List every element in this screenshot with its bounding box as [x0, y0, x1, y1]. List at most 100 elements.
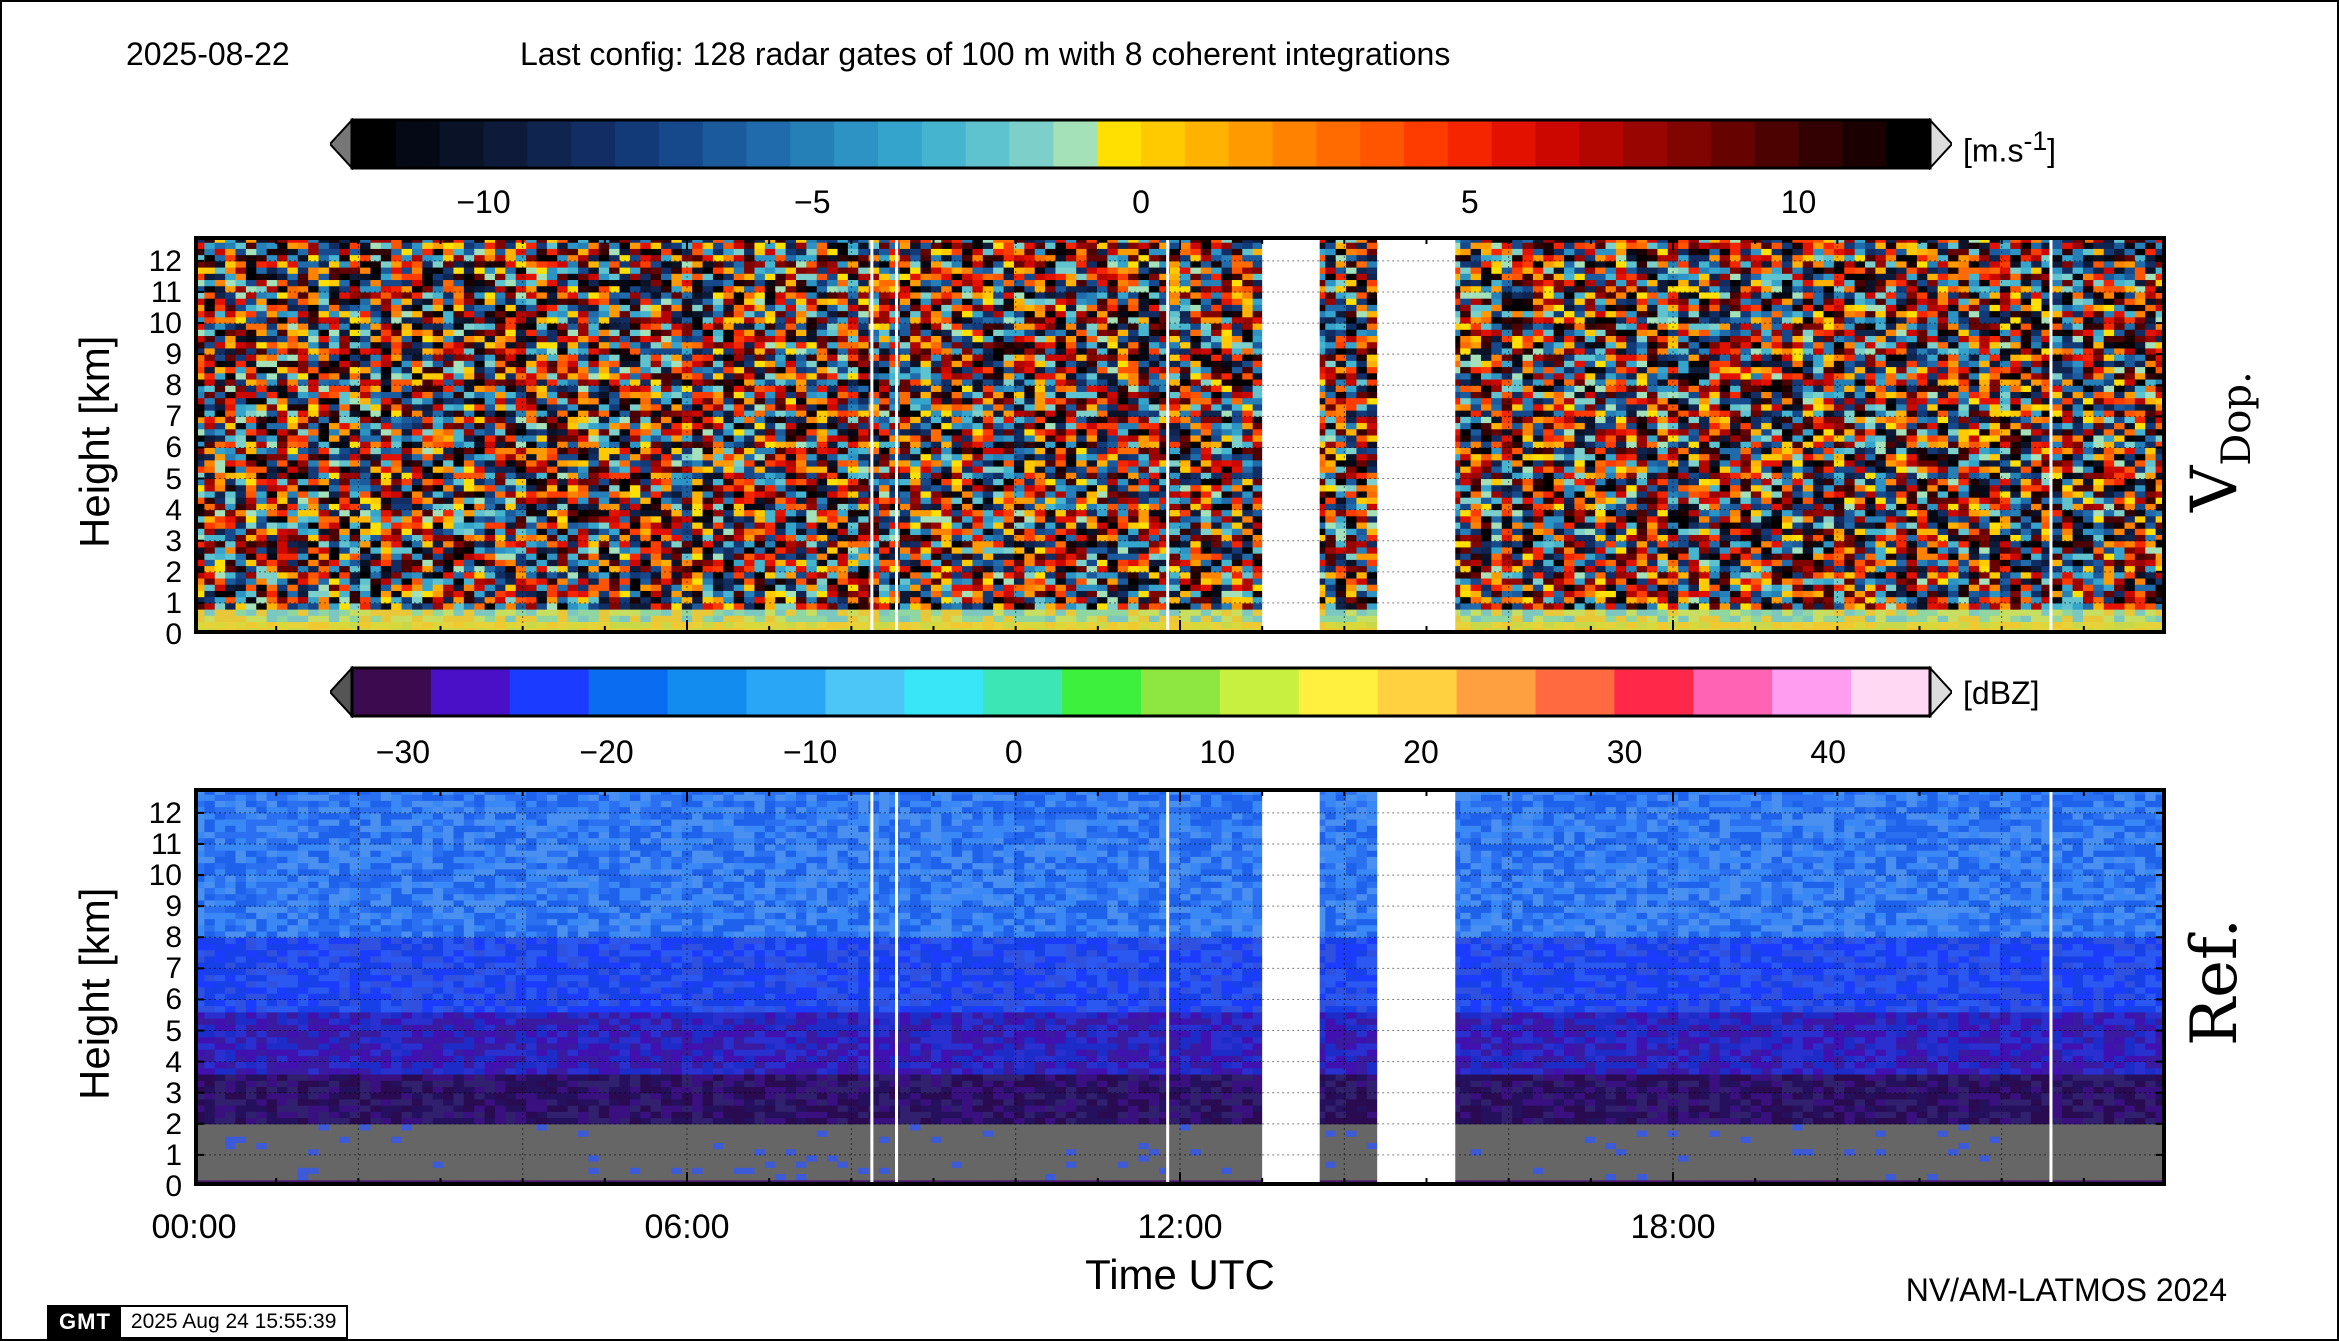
heatmap-cell [795, 248, 807, 256]
heatmap-cell [889, 435, 901, 442]
heatmap-cell [339, 366, 351, 374]
heatmap-cell [785, 372, 797, 380]
heatmap-cell [847, 379, 859, 386]
heatmap-cell [858, 304, 870, 312]
heatmap-cell [910, 441, 922, 448]
heatmap-cell [972, 609, 984, 616]
heatmap-cell [941, 410, 953, 417]
heatmap-cell [899, 366, 911, 374]
heatmap-cell [754, 596, 766, 604]
heatmap-cell [370, 497, 382, 504]
heatmap-cell [349, 459, 361, 467]
heatmap-cell [712, 602, 724, 610]
heatmap-cell [629, 546, 641, 554]
heatmap-cell [360, 435, 371, 442]
heatmap-cell [827, 503, 838, 511]
heatmap-cell [640, 534, 652, 542]
heatmap-cell [609, 341, 621, 349]
heatmap-cell [858, 497, 870, 504]
heatmap-cell [640, 397, 652, 405]
heatmap-cell [360, 385, 371, 392]
heatmap-cell [204, 304, 216, 312]
heatmap-cell [598, 403, 610, 411]
heatmap-cell [598, 248, 610, 256]
heatmap-cell [256, 298, 268, 305]
heatmap-cell [474, 540, 486, 548]
heatmap-cell [453, 360, 465, 368]
heatmap-cell [297, 254, 309, 262]
heatmap-cell [266, 484, 278, 492]
heatmap-cell [920, 422, 932, 430]
heatmap-cell [661, 248, 672, 256]
heatmap-cell [463, 435, 475, 442]
heatmap-cell [453, 379, 465, 386]
heatmap-cell [692, 590, 704, 598]
heatmap-cell [557, 341, 569, 349]
heatmap-cell [816, 528, 828, 535]
heatmap-cell [588, 379, 600, 386]
heatmap-cell [474, 385, 486, 392]
heatmap-cell [837, 571, 849, 579]
doppler-colorbar-swatch [1447, 120, 1493, 168]
heatmap-cell [349, 584, 361, 591]
heatmap-cell [650, 453, 662, 461]
heatmap-cell [411, 366, 423, 374]
heatmap-cell [868, 466, 880, 473]
heatmap-cell [225, 565, 237, 573]
heatmap-cell [889, 565, 901, 573]
heatmap-cell [370, 602, 382, 610]
heatmap-cell [463, 590, 475, 598]
heatmap-cell [505, 379, 517, 386]
heatmap-cell [505, 397, 517, 405]
heatmap-cell [391, 347, 403, 355]
heatmap-cell [764, 273, 776, 281]
heatmap-cell [858, 360, 870, 368]
heatmap-cell [640, 323, 652, 330]
heatmap-cell [463, 584, 475, 591]
heatmap-cell [640, 435, 652, 442]
heatmap-cell [411, 459, 423, 467]
heatmap-cell [214, 515, 226, 523]
heatmap-cell [640, 422, 652, 430]
heatmap-cell [889, 323, 901, 330]
heatmap-cell [910, 379, 922, 386]
heatmap-cell [578, 260, 589, 268]
heatmap-cell [879, 565, 890, 573]
heatmap-cell [671, 515, 683, 523]
heatmap-cell [308, 347, 320, 355]
heatmap-cell [235, 323, 247, 330]
heatmap-cell [204, 590, 216, 598]
heatmap-cell [536, 422, 548, 430]
heatmap-cell [225, 503, 237, 511]
heatmap-cell [526, 347, 538, 355]
heatmap-cell [795, 534, 807, 542]
heatmap-cell [982, 584, 994, 591]
heatmap-cell [671, 385, 683, 392]
heatmap-cell [775, 615, 787, 623]
heatmap-cell [546, 248, 558, 256]
heatmap-cell [681, 459, 693, 467]
heatmap-cell [360, 347, 371, 355]
heatmap-cell [277, 565, 288, 573]
heatmap-cell [640, 466, 652, 473]
heatmap-cell [661, 279, 672, 287]
heatmap-cell [889, 515, 901, 523]
heatmap-cell [214, 497, 226, 504]
heatmap-cell [526, 428, 538, 436]
heatmap-cell [505, 540, 517, 548]
heatmap-cell [546, 291, 558, 299]
heatmap-cell [349, 546, 361, 554]
heatmap-cell [360, 298, 371, 305]
heatmap-cell [515, 447, 527, 455]
heatmap-cell [546, 565, 558, 573]
heatmap-cell [297, 310, 309, 318]
heatmap-cell [391, 335, 403, 343]
heatmap-cell [962, 397, 973, 405]
heatmap-cell [287, 459, 299, 467]
heatmap-cell [505, 323, 517, 330]
heatmap-cell [910, 279, 922, 287]
heatmap-cell [536, 621, 548, 629]
heatmap-cell [899, 540, 911, 548]
heatmap-cell [941, 490, 953, 498]
heatmap-cell [816, 347, 828, 355]
